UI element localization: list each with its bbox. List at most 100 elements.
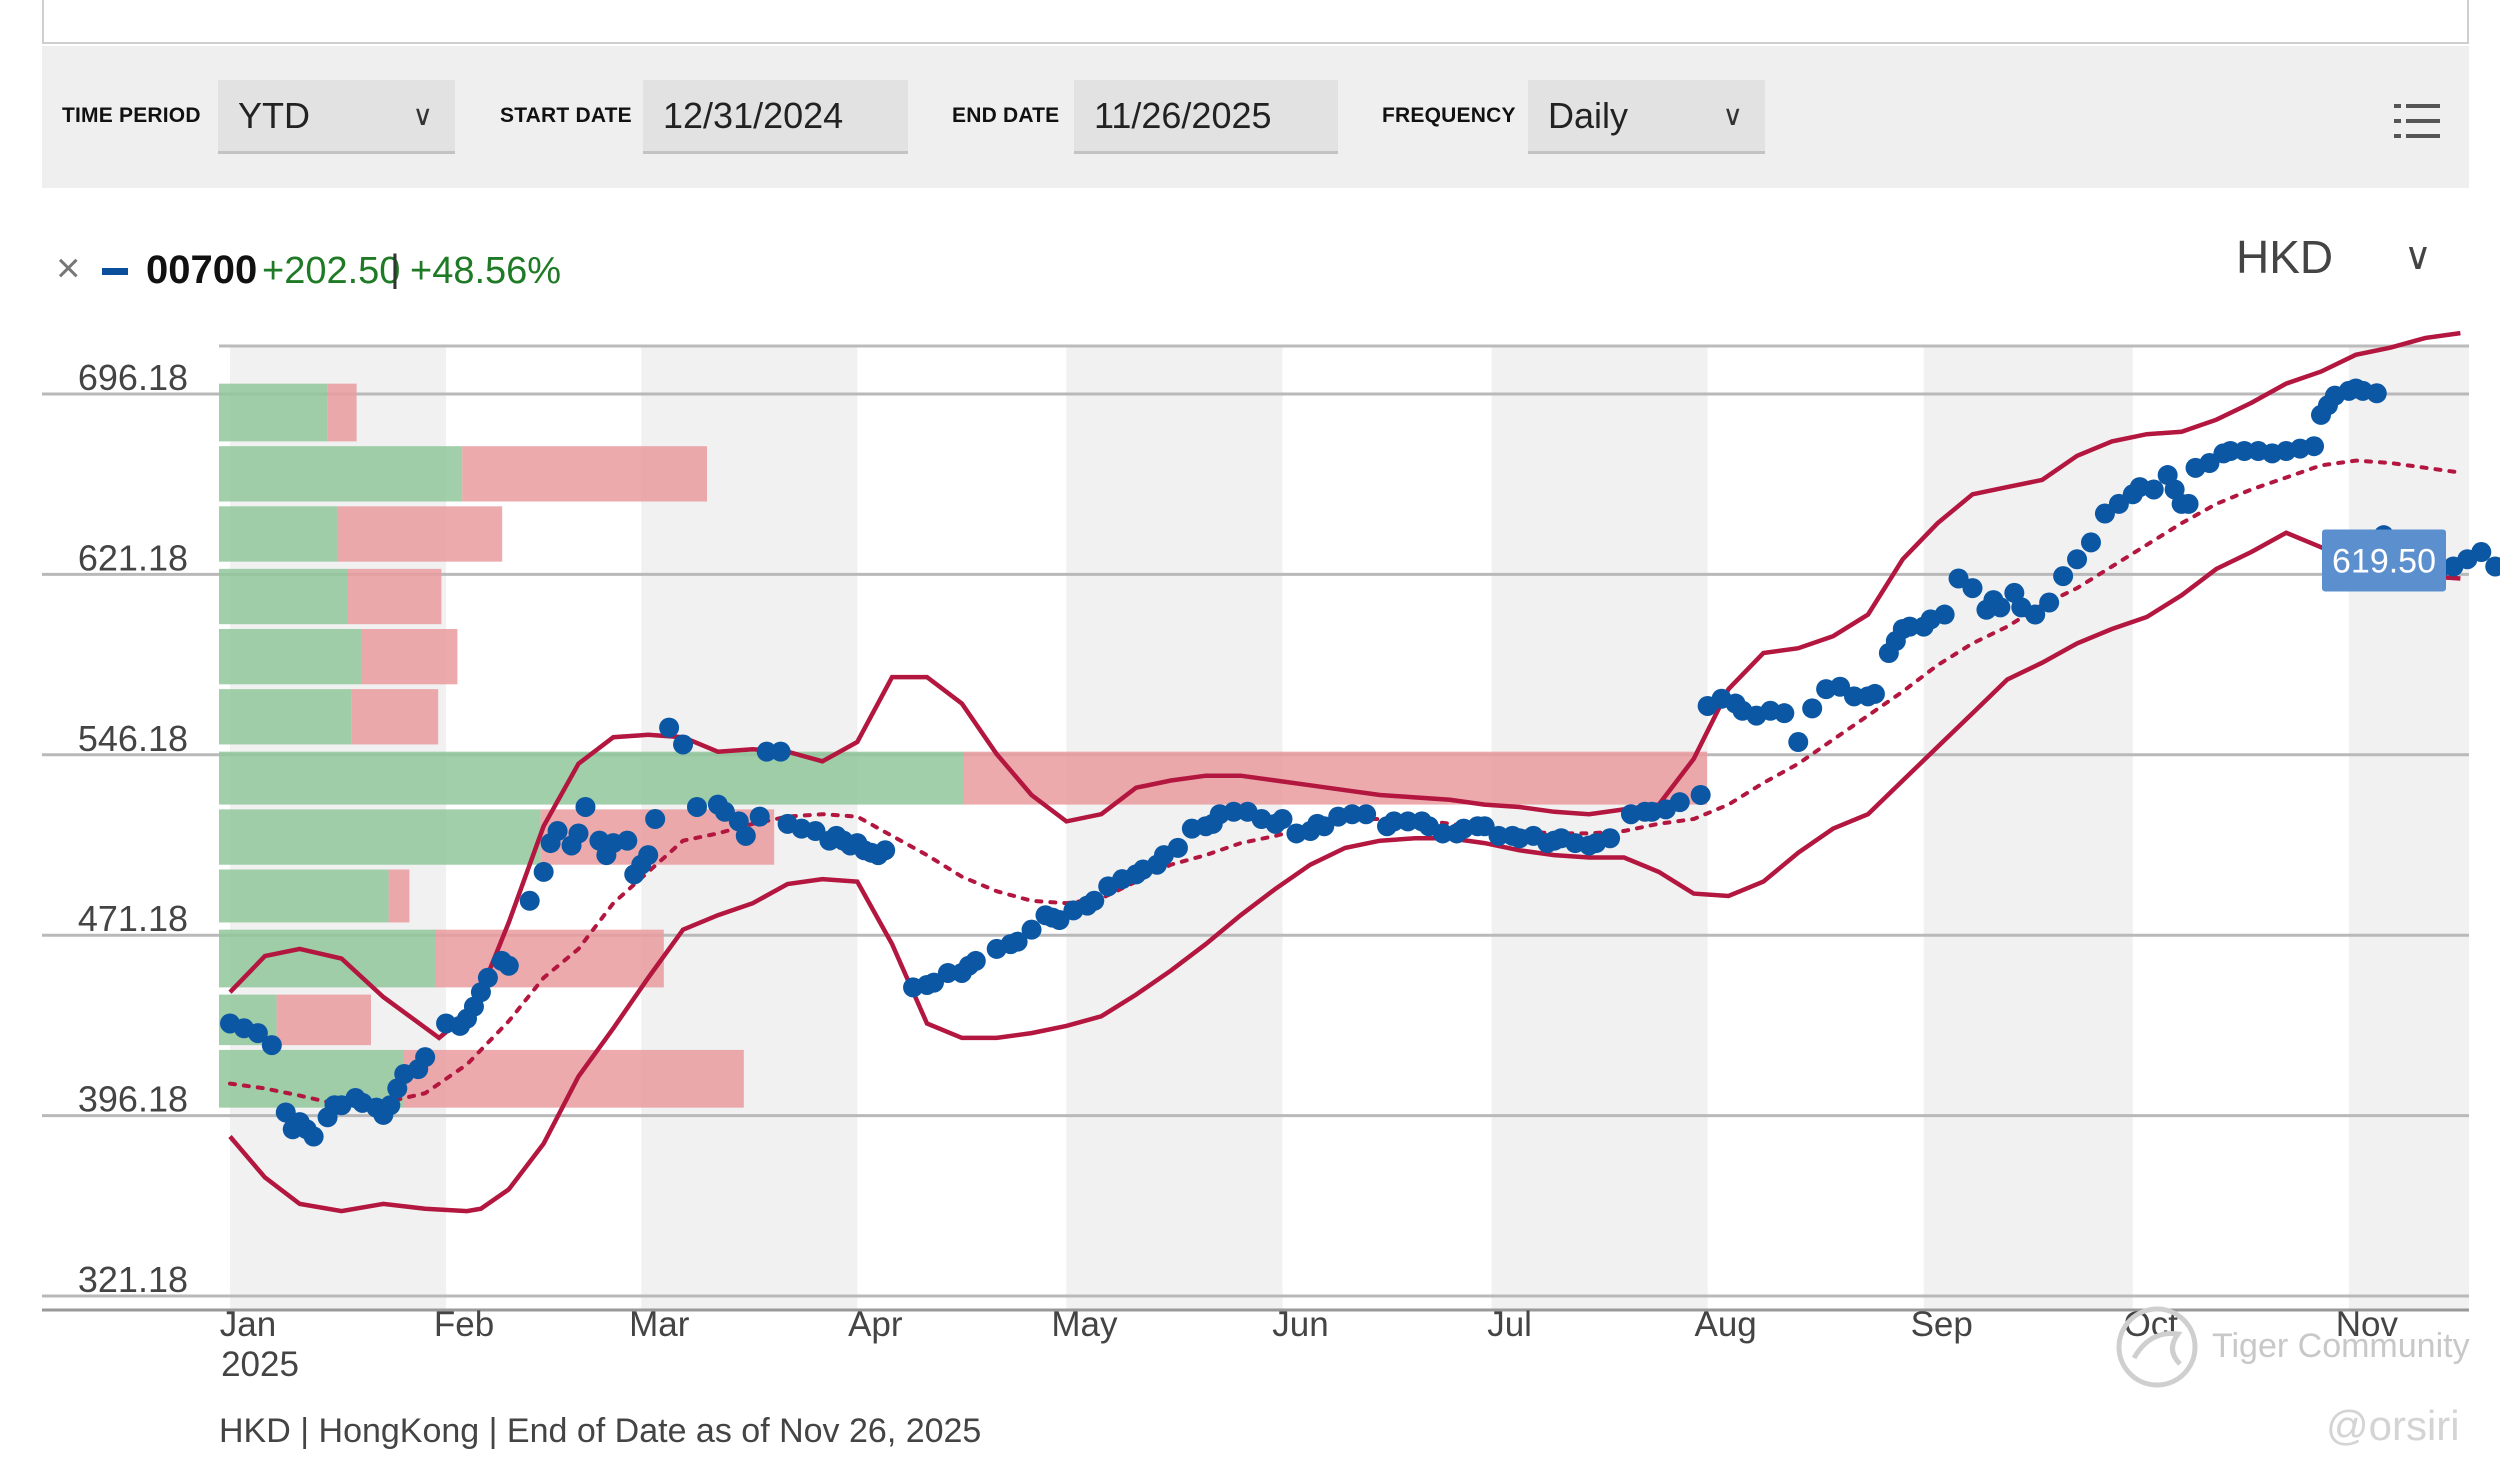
x-year-label: 2025 [221,1345,299,1384]
price-dot [2304,436,2325,457]
list-menu-icon[interactable] [2392,96,2442,146]
volume-bar-up [219,751,963,805]
start-date-value: 12/31/2024 [663,95,844,136]
price-dot [1669,792,1690,813]
price-dot [575,796,596,817]
end-date-label: END DATE [952,104,1060,127]
y-tick-label: 696.18 [78,357,188,398]
x-tick-label: Aug [1694,1305,1756,1344]
volume-bar-up [219,689,352,745]
chevron-down-icon: ∨ [1722,100,1744,131]
volume-bar-down [361,628,458,685]
price-dot [1432,823,1453,844]
end-date-input[interactable]: 11/26/2025 [1074,80,1338,154]
price-dot [2094,503,2115,524]
volume-bar-up [219,568,347,625]
price-dot [568,823,589,844]
volume-bar-up [219,506,338,562]
price-dot [1600,828,1621,849]
price-dot [1774,703,1795,724]
top-frame [42,0,2469,44]
price-dot [749,806,770,827]
frequency-value: Daily [1548,95,1629,136]
price-dot [805,821,826,842]
price-dot [1488,825,1509,846]
price-dot [2178,493,2199,514]
price-dot [2199,453,2220,474]
last-price-label: 619.50 [2332,542,2436,580]
footer-note: HKD | HongKong | End of Date as of Nov 2… [219,1412,982,1450]
price-dot [533,861,554,882]
price-dot [477,967,498,988]
start-date-input[interactable]: 12/31/2024 [643,80,908,154]
volume-bar-up [219,628,362,685]
price-dot [2143,479,2164,500]
volume-bar-down [462,446,707,502]
price-dot [875,840,896,861]
end-date-value: 11/26/2025 [1094,95,1272,136]
last-price-tag: 619.50 [2322,529,2446,592]
price-dot [923,972,944,993]
price-dot [659,717,680,738]
y-tick-label: 396.18 [78,1079,188,1120]
time-period-select[interactable]: YTD ∨ [218,80,455,154]
price-dot [1314,816,1335,837]
series-header: × 00700 +202.50 | +48.56% [50,240,2470,300]
y-tick-label: 621.18 [78,537,188,578]
price-dot [686,796,707,817]
price-dot [965,950,986,971]
price-dot [2025,604,2046,625]
start-date-label: START DATE [500,104,632,127]
series-swatch [102,268,128,275]
price-dot [380,1095,401,1116]
month-band [1491,346,1708,1310]
price-dot [735,825,756,846]
price-dot [2108,493,2129,514]
price-dot [261,1035,282,1056]
x-tick-label: Nov [2336,1305,2399,1344]
price-dot [617,830,638,851]
volume-bar-down [435,929,664,988]
volume-bar-up [219,929,435,988]
price-dot [1223,801,1244,822]
price-dot [673,734,694,755]
price-dot [1690,784,1711,805]
watermark-text: Tiger Community [2212,1327,2470,1365]
price-dot [247,1023,268,1044]
price-dot [2471,542,2492,563]
price-dot [770,741,791,762]
price-dot [1356,804,1377,825]
price-dot [645,809,666,830]
change-separator: | [390,248,400,290]
price-dot [1962,578,1983,599]
price-dot [1802,698,1823,719]
price-change-percent: +48.56% [410,250,562,292]
price-dot [937,962,958,983]
y-tick-label: 471.18 [78,898,188,939]
price-dot [1007,931,1028,952]
chevron-down-icon[interactable]: ∨ [2404,236,2432,278]
ticker-symbol: 00700 [146,248,258,292]
price-dot [2220,440,2241,461]
month-band [1923,346,2133,1310]
price-dot [2234,440,2255,461]
price-dot [1990,597,2011,618]
price-dot [1934,604,1955,625]
price-dot [2080,532,2101,553]
volume-bar-down [403,1049,744,1108]
volume-bar-down [337,506,503,562]
price-dot [1474,816,1495,837]
frequency-label: FREQUENCY [1382,104,1516,127]
price-dot [547,821,568,842]
close-icon[interactable]: × [56,244,81,291]
x-tick-label: Jan [220,1305,276,1344]
time-period-value: YTD [238,95,310,136]
price-dot [2053,566,2074,587]
price-dot [2485,556,2500,577]
price-dot [1397,811,1418,832]
price-dot [1844,686,1865,707]
currency-select[interactable]: HKD [2236,231,2334,283]
frequency-select[interactable]: Daily ∨ [1528,80,1765,154]
price-dot [1948,568,1969,589]
